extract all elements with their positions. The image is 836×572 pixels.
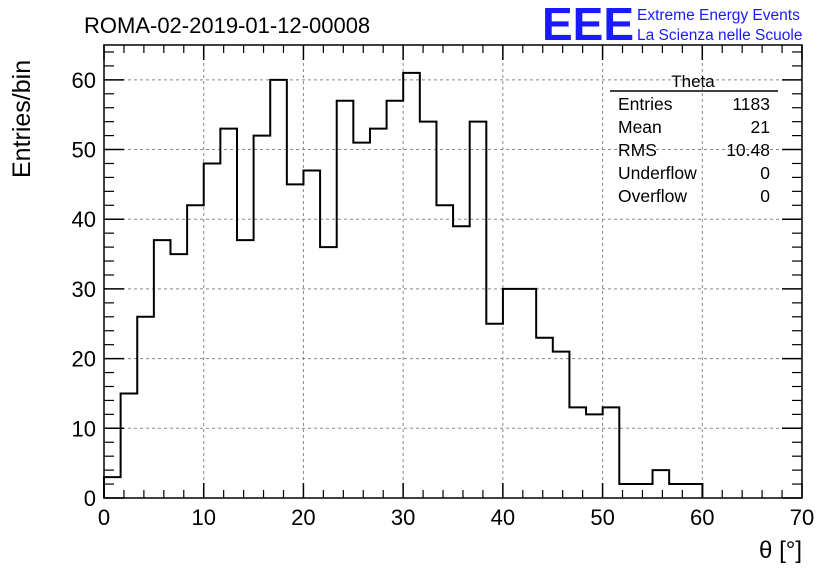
eee-logo: EEE Extreme Energy Events La Scienza nel…	[542, 0, 802, 50]
x-tick-label: 0	[98, 505, 110, 530]
stats-row-value: 0	[760, 186, 770, 206]
stats-row-value: 10.48	[726, 140, 770, 160]
plot-frame	[103, 44, 803, 499]
y-tick-label: 50	[72, 138, 96, 163]
x-axis-label: θ [°]	[759, 537, 802, 564]
stats-row-label: Underflow	[618, 163, 697, 183]
x-tick-label: 30	[391, 505, 415, 530]
x-tick-label: 70	[790, 505, 814, 530]
x-tick-label: 40	[491, 505, 515, 530]
y-tick-label: 0	[84, 486, 96, 511]
x-tick-label: 60	[690, 505, 714, 530]
stats-row-label: Overflow	[618, 186, 687, 206]
stats-box-rows: Entries 1183 Mean 21 RMS 10.48 Underflow 0 Overf…	[618, 94, 770, 206]
eee-logo-text: EEE	[542, 0, 634, 50]
stats-row-label: Mean	[618, 117, 662, 137]
stats-row-label: RMS	[618, 140, 657, 160]
x-tick-label: 50	[590, 505, 614, 530]
eee-logo-line2: La Scienza nelle Scuole	[637, 27, 802, 44]
stats-box: Theta Entries 1183 Mean 21 RMS 10.48 Underflow…	[610, 72, 778, 206]
stats-row-value: 0	[760, 163, 770, 183]
y-tick-label: 10	[72, 416, 96, 441]
eee-logo-line1: Extreme Energy Events	[637, 7, 800, 24]
y-tick-label: 40	[72, 207, 96, 232]
y-tick-label: 20	[72, 347, 96, 372]
stats-row-value: 1183	[732, 94, 770, 114]
y-tick-label: 30	[72, 277, 96, 302]
stats-row-value: 21	[751, 117, 770, 137]
y-axis-label: Entries/bin	[8, 60, 36, 178]
y-tick-label: 60	[72, 68, 96, 93]
tick-labels: 0 10 20 30 40 50 60 70 0 10 20 30 40 50 60	[72, 68, 815, 530]
stats-box-title: Theta	[671, 72, 715, 91]
grid-lines	[104, 45, 802, 498]
chart-title: ROMA-02-2019-01-12-00008	[84, 13, 370, 38]
stats-row-label: Entries	[618, 94, 673, 114]
histogram-series-theta	[103, 71, 704, 498]
axis-ticks	[103, 45, 803, 499]
x-tick-label: 20	[291, 505, 315, 530]
x-tick-label: 10	[191, 505, 215, 530]
